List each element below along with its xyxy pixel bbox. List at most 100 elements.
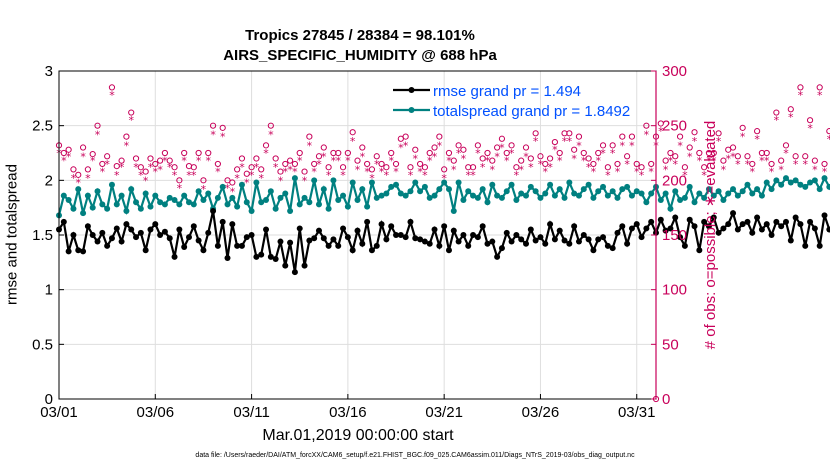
obs-possible-marker <box>219 124 226 131</box>
totalspread-point <box>489 181 496 188</box>
rmse-point <box>744 218 751 225</box>
obs-possible-marker <box>137 164 144 171</box>
rmse-point <box>633 221 640 228</box>
rmse-point <box>60 218 67 225</box>
rmse-point <box>157 232 164 238</box>
obs-possible-marker <box>171 164 178 171</box>
y-tick-label: 2.5 <box>32 118 53 135</box>
rmse-point <box>561 237 568 244</box>
obs-possible-marker <box>821 160 828 168</box>
rmse-point <box>176 226 183 233</box>
totalspread-point <box>282 190 289 197</box>
obs-evaluated-marker: * <box>658 125 664 138</box>
obs-possible-marker <box>773 109 780 116</box>
rmse-point <box>152 221 159 228</box>
rmse-point <box>258 251 265 258</box>
rmse-point <box>604 242 611 249</box>
obs-evaluated-marker: * <box>95 128 101 141</box>
rmse-point <box>792 214 799 221</box>
obs-possible-marker <box>286 157 294 164</box>
y-tick-label: 0.5 <box>32 336 53 353</box>
rmse-point <box>705 223 712 230</box>
totalspread-point <box>253 179 260 186</box>
obs-possible-marker <box>826 128 830 135</box>
x-tick-label: 03/21 <box>425 404 463 421</box>
rmse-point <box>710 214 717 221</box>
totalspread-point <box>190 201 197 208</box>
rmse-point <box>460 232 467 238</box>
obs-evaluated-marker: * <box>427 155 433 168</box>
obs-possible-marker <box>537 153 544 160</box>
rmse-point <box>749 229 756 236</box>
obs-possible-marker <box>725 146 732 153</box>
totalspread-point <box>816 186 823 193</box>
obs-possible-marker <box>416 160 424 168</box>
obs-evaluated-marker: * <box>812 163 818 176</box>
totalspread-point <box>498 194 505 201</box>
obs-possible-marker <box>79 144 87 151</box>
obs-possible-marker <box>118 157 125 164</box>
totalspread-point <box>311 177 318 184</box>
obs-possible-marker <box>128 109 135 116</box>
totalspread-point <box>142 190 149 197</box>
obs-possible-marker <box>70 166 77 173</box>
rmse-point <box>388 223 395 230</box>
obs-evaluated-marker: * <box>576 139 582 152</box>
obs-evaluated-marker: * <box>335 155 341 168</box>
totalspread-point <box>696 190 703 197</box>
obs-evaluated-marker: * <box>803 158 809 171</box>
obs-evaluated-marker: * <box>615 166 621 179</box>
obs-possible-marker <box>657 120 664 127</box>
obs-evaluated-marker: * <box>470 169 476 182</box>
obs-possible-marker <box>200 177 207 184</box>
totalspread-point <box>474 194 481 201</box>
obs-evaluated-marker: * <box>490 163 496 176</box>
totalspread-point <box>315 201 322 208</box>
totalspread-point <box>171 197 178 204</box>
obs-evaluated-marker: * <box>360 150 366 163</box>
obs-possible-marker <box>648 160 655 168</box>
totalspread-point <box>561 194 568 201</box>
totalspread-point <box>523 192 530 199</box>
totalspread-point <box>585 181 592 188</box>
rmse-point <box>802 242 809 249</box>
totalspread-point <box>397 190 404 197</box>
rmse-point <box>272 256 279 263</box>
totalspread-point <box>604 192 611 199</box>
obs-evaluated-marker: * <box>393 166 399 179</box>
totalspread-point <box>802 183 809 190</box>
obs-evaluated-marker: * <box>769 166 775 179</box>
totalspread-point <box>229 194 236 201</box>
obs-evaluated-marker: * <box>340 169 346 182</box>
obs-possible-marker <box>532 130 539 137</box>
obs-evaluated-marker: * <box>61 155 67 168</box>
totalspread-point <box>267 188 274 195</box>
obs-possible-marker <box>339 164 347 171</box>
totalspread-point <box>335 197 342 204</box>
legend-rmse-marker <box>408 87 415 93</box>
y-axis-label: rmse and totalspread <box>3 164 21 305</box>
rmse-point <box>315 227 322 234</box>
obs-possible-marker <box>234 166 241 173</box>
totalspread-point <box>359 186 366 193</box>
rmse-point <box>768 232 775 238</box>
totalspread-point <box>667 205 674 212</box>
obs-evaluated-marker: * <box>716 135 722 148</box>
rmse-point <box>185 234 192 241</box>
totalspread-point <box>393 181 400 188</box>
totalspread-point <box>787 179 794 186</box>
data-file-footer: data file: /Users/raeder/DAI/ATM_forcXX/… <box>195 452 635 459</box>
obs-possible-marker <box>527 155 534 162</box>
obs-evaluated-marker: * <box>538 158 544 171</box>
obs-evaluated-marker: * <box>721 163 727 176</box>
rmse-point <box>725 221 732 228</box>
obs-evaluated-marker: * <box>798 89 804 102</box>
obs-possible-marker <box>585 155 592 162</box>
obs-evaluated-marker: * <box>181 155 187 168</box>
rmse-point <box>104 242 111 249</box>
obs-possible-marker <box>176 177 183 184</box>
obs-evaluated-marker: * <box>514 169 520 182</box>
rmse-point <box>489 238 496 245</box>
rmse-point <box>417 236 424 243</box>
rmse-point <box>686 216 693 223</box>
